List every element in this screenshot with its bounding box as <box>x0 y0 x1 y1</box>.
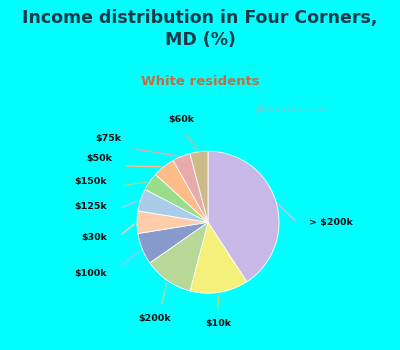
Text: $75k: $75k <box>95 134 121 143</box>
Text: $200k: $200k <box>138 314 171 323</box>
Text: $125k: $125k <box>74 202 107 211</box>
Wedge shape <box>145 175 208 222</box>
Text: $100k: $100k <box>74 269 107 278</box>
Text: $150k: $150k <box>74 176 107 186</box>
Text: @City-Data.com: @City-Data.com <box>254 105 327 114</box>
Wedge shape <box>138 189 208 222</box>
Text: $50k: $50k <box>86 154 112 163</box>
Wedge shape <box>137 211 208 233</box>
Wedge shape <box>150 222 208 291</box>
Text: $10k: $10k <box>206 318 232 328</box>
Wedge shape <box>138 222 208 263</box>
Text: White residents: White residents <box>141 75 259 88</box>
Text: $60k: $60k <box>168 115 194 124</box>
Text: $30k: $30k <box>81 233 107 242</box>
Wedge shape <box>190 151 208 222</box>
Wedge shape <box>190 222 247 293</box>
Text: > $200k: > $200k <box>309 218 353 227</box>
Wedge shape <box>173 154 208 222</box>
Text: Income distribution in Four Corners,
MD (%): Income distribution in Four Corners, MD … <box>22 9 378 49</box>
Wedge shape <box>208 151 279 282</box>
Wedge shape <box>156 160 208 222</box>
